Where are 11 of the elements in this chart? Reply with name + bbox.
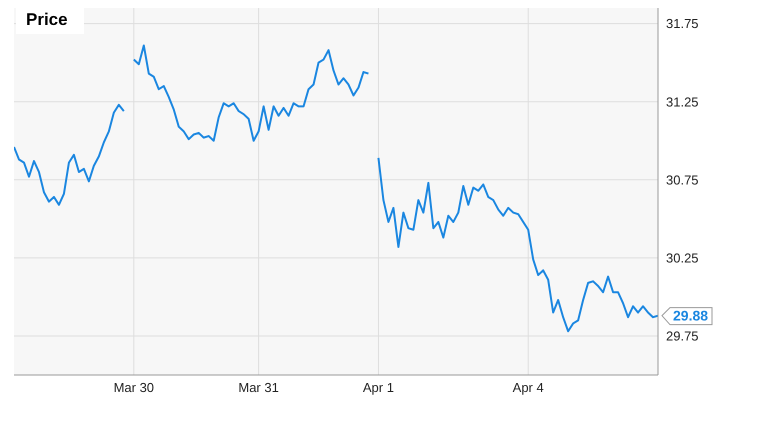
y-tick-label: 30.25 <box>666 250 699 266</box>
y-tick-label: 31.25 <box>666 94 699 110</box>
chart-title: Price <box>16 8 84 34</box>
text: 29.88 <box>673 308 708 324</box>
x-tick-label: Mar 30 <box>114 380 154 396</box>
x-tick-label: Mar 31 <box>238 380 279 396</box>
y-tick-label: 30.75 <box>666 172 699 188</box>
y-tick-label: 29.75 <box>666 328 699 344</box>
x-tick-label: Apr 4 <box>512 380 544 396</box>
y-tick-label: 31.75 <box>666 16 699 32</box>
x-tick-label: Apr 1 <box>362 380 394 396</box>
